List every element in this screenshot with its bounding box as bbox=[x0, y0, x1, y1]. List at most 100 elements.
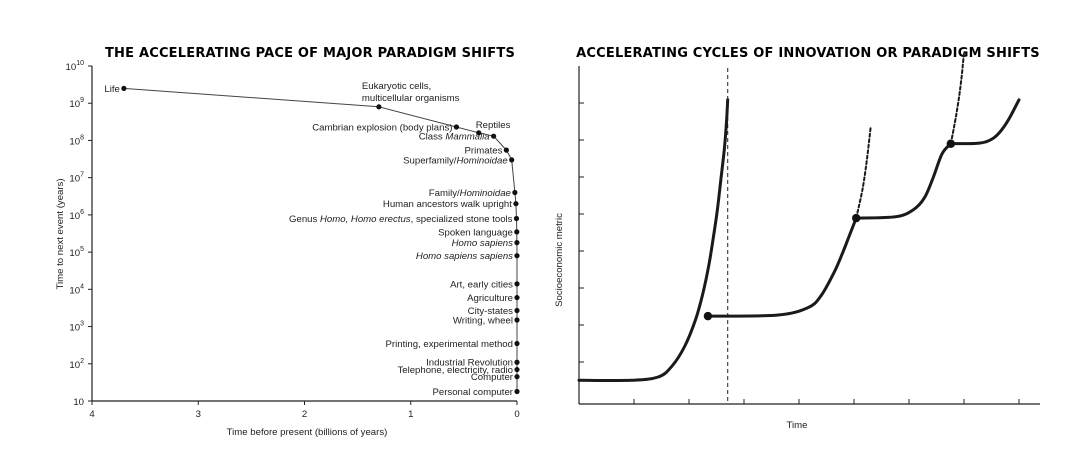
left-point-label: Computer bbox=[471, 372, 514, 383]
left-x-tick-label: 2 bbox=[302, 409, 307, 420]
left-x-tick-label: 1 bbox=[408, 409, 413, 420]
left-data-point bbox=[514, 388, 520, 395]
left-y-tick-base: 10 bbox=[69, 99, 80, 110]
left-y-tick-exponent: 3 bbox=[80, 321, 84, 328]
left-point-label: Life bbox=[104, 84, 119, 95]
left-data-point bbox=[512, 189, 518, 196]
left-point-label: Homo sapiens bbox=[452, 238, 514, 249]
left-point-label-part: Computer bbox=[471, 372, 514, 383]
left-point-label: Homo sapiens sapiens bbox=[416, 251, 513, 262]
left-y-tick-base: 10 bbox=[69, 211, 80, 222]
left-point-label: Family/Hominoidae bbox=[429, 188, 511, 199]
left-y-tick-label: 1010 bbox=[66, 60, 85, 73]
right-growth-curve bbox=[949, 98, 1021, 146]
left-point-label-part: Hominoidae bbox=[456, 155, 507, 166]
left-data-point bbox=[514, 294, 520, 301]
left-point-label-part: Homo, Homo erectus bbox=[320, 214, 411, 225]
left-point-label-part: Primates bbox=[465, 146, 503, 157]
left-data-point bbox=[491, 133, 497, 139]
left-data-points: Life Eukaryotic cells,multicellular organ… bbox=[104, 81, 520, 398]
left-data-point bbox=[514, 317, 520, 323]
left-point-label: Superfamily/Hominoidae bbox=[403, 155, 508, 166]
left-point-label-part: Family/ bbox=[429, 188, 460, 199]
left-point-label-part: Homo sapiens bbox=[452, 238, 514, 249]
left-point-label: City-states bbox=[468, 306, 514, 317]
left-point-label-part: Genus bbox=[289, 214, 320, 225]
left-point-label: Agriculture bbox=[467, 293, 513, 304]
right-axis-ticks bbox=[579, 102, 1020, 404]
left-data-point bbox=[453, 124, 460, 130]
left-data-point bbox=[514, 307, 520, 314]
left-data-point bbox=[514, 229, 520, 235]
left-y-tick-exponent: 9 bbox=[80, 97, 84, 104]
left-point-label-part: , specialized stone tools bbox=[411, 214, 513, 225]
left-point-label: Genus Homo, Homo erectus, specialized st… bbox=[289, 214, 513, 225]
left-y-tick-base: 10 bbox=[69, 136, 80, 147]
left-y-tick-exponent: 5 bbox=[80, 246, 84, 253]
right-chart-title: ACCELERATING CYCLES OF INNOVATION OR PAR… bbox=[576, 46, 1040, 61]
left-point-label-part: multicellular organisms bbox=[362, 93, 460, 104]
left-point-label-part: Mammalia bbox=[445, 132, 489, 143]
left-data-point bbox=[514, 253, 520, 259]
left-point-label: Reptiles bbox=[476, 120, 511, 131]
left-data-point bbox=[514, 340, 520, 347]
left-point-label: Eukaryotic cells, bbox=[362, 81, 431, 92]
left-data-point bbox=[514, 366, 520, 373]
left-y-tick-label: 104 bbox=[69, 283, 84, 296]
left-point-label-part: Superfamily/ bbox=[403, 155, 457, 166]
left-y-tick-label: 105 bbox=[69, 246, 84, 259]
left-point-label-part: City-states bbox=[468, 306, 514, 317]
left-y-tick-label: 108 bbox=[69, 134, 84, 147]
left-point-label-part: Human ancestors walk upright bbox=[383, 199, 512, 210]
left-y-tick-exponent: 2 bbox=[80, 358, 84, 365]
left-point-label: Primates bbox=[465, 146, 503, 157]
left-data-point bbox=[503, 147, 509, 153]
left-x-tick-label: 3 bbox=[196, 409, 201, 420]
left-point-label-part: Hominoidae bbox=[460, 188, 511, 199]
left-data-point bbox=[514, 374, 520, 380]
left-point-label: Industrial Revolution bbox=[426, 358, 513, 369]
left-point-label-part: Agriculture bbox=[467, 293, 513, 304]
left-y-tick-base: 10 bbox=[66, 62, 77, 73]
left-chart: THE ACCELERATING PACE OF MAJOR PARADIGM … bbox=[55, 46, 520, 438]
left-y-tick-base: 10 bbox=[69, 248, 80, 259]
left-point-label: multicellular organisms bbox=[362, 93, 460, 104]
right-x-axis-label: Time bbox=[787, 420, 808, 431]
right-curves bbox=[577, 51, 1021, 383]
left-y-axis-label: Time to next event (years) bbox=[55, 178, 66, 289]
left-point-label: Spoken language bbox=[438, 227, 513, 238]
left-x-tick-label: 4 bbox=[89, 409, 95, 420]
left-point-label-part: Spoken language bbox=[438, 227, 513, 238]
left-y-tick-label: 102 bbox=[69, 358, 84, 371]
left-point-label: Writing, wheel bbox=[453, 316, 513, 327]
left-y-tick-base: 10 bbox=[69, 360, 80, 371]
left-point-label: Cambrian explosion (body plans) bbox=[312, 122, 452, 133]
right-inflection-point bbox=[703, 311, 713, 321]
left-point-label-part: Art, early cities bbox=[450, 279, 513, 290]
left-data-point bbox=[514, 240, 520, 246]
left-point-label: Class Mammalia bbox=[419, 132, 490, 143]
left-point-label-part: Telephone, electricity, radio bbox=[397, 365, 513, 376]
left-data-point bbox=[476, 130, 482, 136]
left-data-point bbox=[376, 104, 382, 110]
left-data-point bbox=[121, 85, 127, 92]
left-point-label: Art, early cities bbox=[450, 279, 513, 290]
left-point-label-part: Homo sapiens sapiens bbox=[416, 251, 513, 262]
left-point-label: Human ancestors walk upright bbox=[383, 199, 512, 210]
right-inflection-point bbox=[852, 213, 861, 223]
left-y-tick-label: 106 bbox=[69, 209, 84, 222]
left-point-label-part: Personal computer bbox=[432, 387, 513, 398]
right-chart: ACCELERATING CYCLES OF INNOVATION OR PAR… bbox=[554, 46, 1040, 431]
left-y-tick-base: 10 bbox=[73, 397, 84, 408]
left-y-tick-base: 10 bbox=[69, 323, 80, 334]
left-y-tick-exponent: 7 bbox=[80, 172, 84, 179]
left-y-tick-exponent: 10 bbox=[76, 60, 84, 67]
right-projected-curve bbox=[855, 125, 872, 220]
left-point-label-part: Class bbox=[419, 132, 446, 143]
right-growth-curve bbox=[854, 142, 953, 220]
right-inflection-point bbox=[946, 139, 955, 148]
left-y-tick-label: 10 bbox=[73, 397, 84, 408]
left-point-label-part: Writing, wheel bbox=[453, 316, 513, 327]
left-y-tick-exponent: 4 bbox=[80, 283, 84, 290]
